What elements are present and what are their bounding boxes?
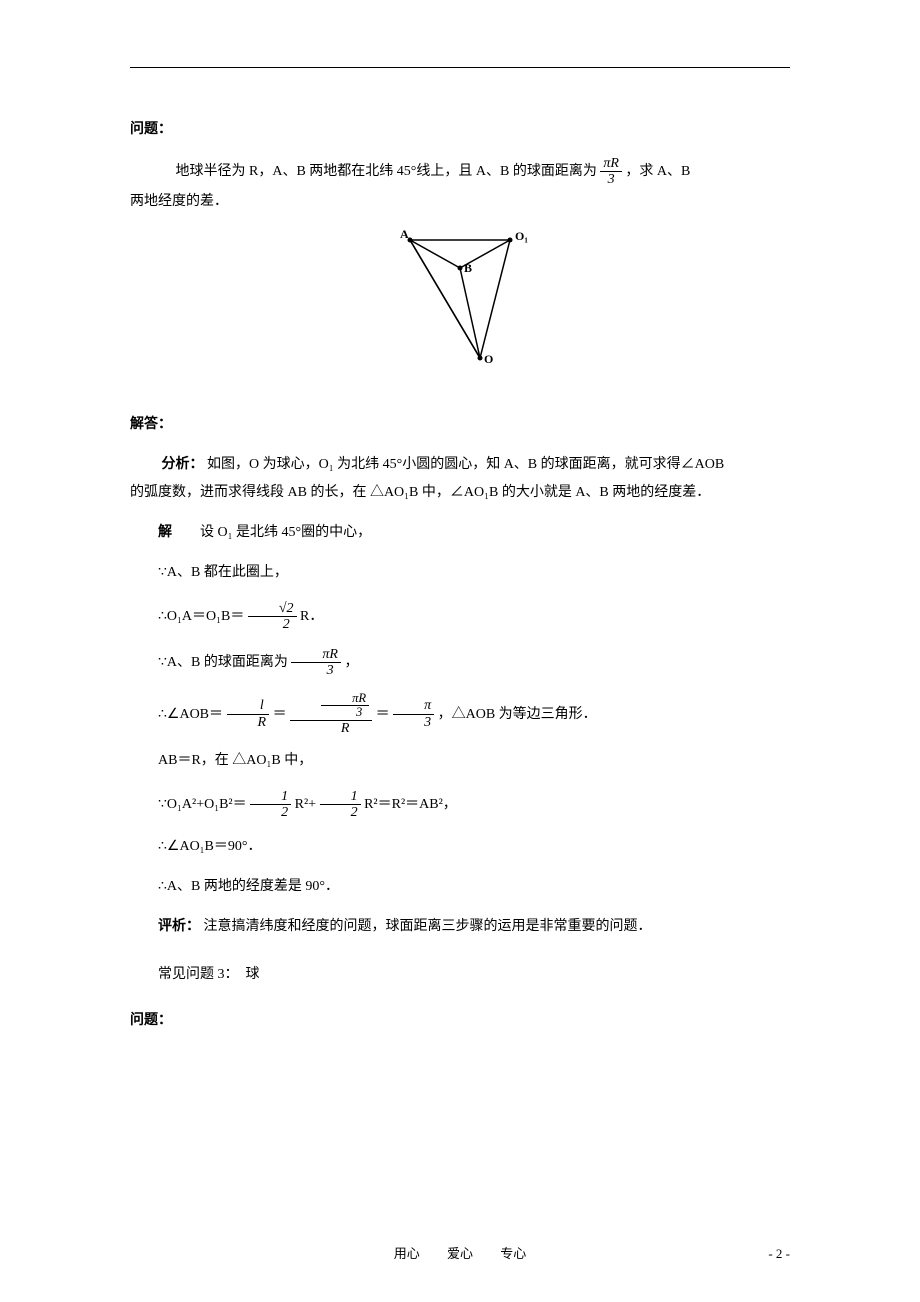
fraction-numerator: l xyxy=(227,698,270,714)
fraction-denominator: R xyxy=(290,721,372,736)
solve-line-6: ∵O₁A²+O₁B²＝ 1 2 R²+ 1 2 R²＝R²＝AB²， xyxy=(130,787,790,823)
fraction-1-2-b: 1 2 xyxy=(320,789,361,821)
fraction-denominator: 3 xyxy=(600,172,622,187)
fraction-denominator: 3 xyxy=(291,663,341,678)
analysis-label: 分析： xyxy=(162,457,204,472)
solve-line-7: ∴∠AO₁B＝90°． xyxy=(130,833,790,861)
analysis-paragraph: 分析： 如图，O 为球心，O₁ 为北纬 45°小圆的圆心，知 A、B 的球面距离… xyxy=(130,451,790,507)
fraction-denominator: 2 xyxy=(250,805,291,820)
fraction-numerator: √2 xyxy=(248,601,297,617)
diagram-label-O1: O₁ xyxy=(515,229,528,243)
question-text-2: ，求 A、B xyxy=(625,164,690,179)
solve-line4-pre: ∴∠AOB＝ xyxy=(158,706,227,721)
fraction-sqrt2-2: √2 2 xyxy=(248,601,297,633)
solve-line-2: ∴O₁A＝O₁B＝ √2 2 R． xyxy=(130,599,790,635)
question-heading: 问题： xyxy=(130,118,790,138)
solve-line6-post: R²＝R²＝AB²， xyxy=(364,797,457,812)
top-rule xyxy=(130,67,790,68)
solve-line-4: ∴∠AOB＝ l R ＝ πR 3 R ＝ π 3 ，△AOB 为等边三角形． xyxy=(130,692,790,737)
analysis-text-1: 如图，O 为球心，O₁ 为北纬 45°小圆的圆心，知 A、B 的球面距离，就可求… xyxy=(207,457,724,472)
answer-heading: 解答： xyxy=(130,413,790,433)
fraction-denominator: R xyxy=(227,715,270,730)
solve-line6-mid: R²+ xyxy=(295,797,320,812)
fraction-piR-3: πR 3 xyxy=(600,156,622,188)
analysis-text-2: 的弧度数，进而求得线段 AB 的长，在 △AO₁B 中，∠AO₁B 的大小就是 … xyxy=(130,485,710,500)
fraction-denominator: 2 xyxy=(320,805,361,820)
fraction-numerator: 1 xyxy=(320,789,361,805)
solve-line3-pre: ∵A、B 的球面距离为 xyxy=(158,655,291,670)
question-paragraph: 地球半径为 R，A、B 两地都在北纬 45°线上，且 A、B 的球面距离为 πR… xyxy=(130,156,790,216)
footer-word-2: 爱心 xyxy=(447,1246,473,1261)
fraction-inner-den: 3 xyxy=(321,706,369,720)
diagram-label-A: A xyxy=(400,228,409,241)
solve-line4-post: ，△AOB 为等边三角形． xyxy=(438,706,597,721)
solve-line6-pre: ∵O₁A²+O₁B²＝ xyxy=(158,797,250,812)
solve-line2-pre: ∴O₁A＝O₁B＝ xyxy=(158,609,248,624)
fraction-compound: πR 3 R xyxy=(290,692,372,737)
fraction-numerator: πR xyxy=(291,647,341,663)
fraction-inner: πR 3 xyxy=(321,692,369,721)
fraction-1-2-a: 1 2 xyxy=(250,789,291,821)
solve-line-8: ∴A、B 两地的经度差是 90°． xyxy=(130,873,790,901)
solve-line-3: ∵A、B 的球面距离为 πR 3 ， xyxy=(130,645,790,681)
question-text-1: 地球半径为 R，A、B 两地都在北纬 45°线上，且 A、B 的球面距离为 xyxy=(176,164,601,179)
equals-sign: ＝ xyxy=(376,706,394,721)
fraction-piR-3-b: πR 3 xyxy=(291,647,341,679)
page-footer: 用心 爱心 专心 - 2 - xyxy=(0,1243,920,1262)
solve-line3-post: ， xyxy=(344,655,358,670)
comment-text: 注意搞清纬度和经度的问题，球面距离三步骤的运用是非常重要的问题． xyxy=(204,919,652,934)
solve-line-5: AB＝R，在 △AO₁B 中， xyxy=(130,747,790,775)
common-question-title: 常见问题 3： 球 xyxy=(130,961,790,989)
equals-sign: ＝ xyxy=(273,706,291,721)
geometry-diagram: A O₁ O B xyxy=(130,228,790,373)
fraction-numerator: πR xyxy=(600,156,622,172)
fraction-numerator: 1 xyxy=(250,789,291,805)
footer-word-1: 用心 xyxy=(394,1246,420,1261)
fraction-numerator: πR 3 xyxy=(290,692,372,722)
solve-text-0: 设 O₁ 是北纬 45°圈的中心， xyxy=(200,525,371,540)
comment-label: 评析： xyxy=(158,919,200,934)
diagram-label-O: O xyxy=(484,352,493,366)
solve-line-0: 解 设 O₁ 是北纬 45°圈的中心， xyxy=(130,519,790,547)
solve-line-1: ∵A、B 都在此圈上， xyxy=(130,559,790,587)
solve-label: 解 xyxy=(158,525,172,540)
footer-center: 用心 爱心 专心 xyxy=(130,1243,790,1262)
question-heading-2: 问题： xyxy=(130,1009,790,1029)
fraction-numerator: π xyxy=(393,698,434,714)
solve-line2-post: R． xyxy=(300,609,323,624)
question-text-3: 两地经度的差． xyxy=(130,194,228,209)
fraction-pi-3: π 3 xyxy=(393,698,434,730)
comment-paragraph: 评析： 注意搞清纬度和经度的问题，球面距离三步骤的运用是非常重要的问题． xyxy=(130,913,790,941)
fraction-inner-num: πR xyxy=(321,692,369,707)
footer-word-3: 专心 xyxy=(500,1246,526,1261)
diagram-label-B: B xyxy=(464,261,472,275)
document-page: 问题： 地球半径为 R，A、B 两地都在北纬 45°线上，且 A、B 的球面距离… xyxy=(0,0,920,1302)
fraction-denominator: 2 xyxy=(248,617,297,632)
page-number: - 2 - xyxy=(768,1246,790,1262)
fraction-denominator: 3 xyxy=(393,715,434,730)
fraction-l-R: l R xyxy=(227,698,270,730)
triangle-svg: A O₁ O B xyxy=(380,228,540,368)
